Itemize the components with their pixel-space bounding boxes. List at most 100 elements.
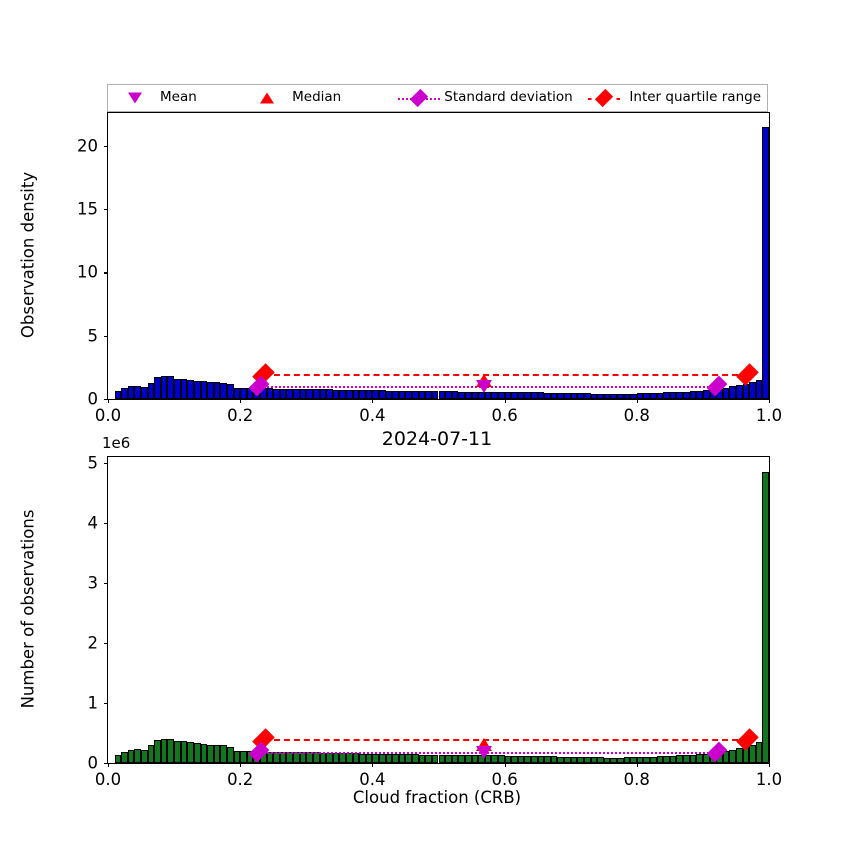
histogram-bar bbox=[147, 382, 155, 399]
histogram-bar bbox=[207, 381, 214, 399]
mean-marker-glyph bbox=[476, 380, 493, 394]
histogram-bar bbox=[352, 753, 360, 763]
histogram-bar bbox=[345, 389, 353, 399]
x-tick-label: 0.6 bbox=[491, 406, 518, 425]
page-title: 2024-07-11 bbox=[381, 428, 493, 450]
histogram-bar bbox=[650, 392, 657, 399]
histogram-bar bbox=[497, 755, 505, 763]
histogram-bar bbox=[643, 756, 651, 763]
histogram-bar bbox=[379, 390, 386, 399]
histogram-bar bbox=[200, 381, 208, 399]
histogram-bar bbox=[597, 757, 604, 763]
histogram-bar bbox=[623, 757, 631, 763]
y-tick-label: 15 bbox=[77, 199, 98, 219]
legend-label: Inter quartile range bbox=[629, 89, 761, 106]
histogram-bar bbox=[326, 389, 333, 399]
histogram-bar bbox=[656, 392, 664, 399]
mean-marker-glyph bbox=[476, 745, 493, 759]
histogram-bar bbox=[379, 753, 386, 763]
histogram-bar bbox=[127, 386, 135, 399]
histogram-bar bbox=[418, 391, 426, 399]
histogram-bar bbox=[154, 739, 161, 763]
histogram-bar bbox=[240, 751, 247, 763]
histogram-bar bbox=[431, 391, 439, 399]
histogram-bar bbox=[537, 755, 545, 763]
x-tick bbox=[769, 399, 771, 403]
histogram-bar bbox=[749, 381, 756, 399]
inter-quartile-range-line bbox=[263, 739, 748, 741]
histogram-bar bbox=[213, 382, 221, 399]
x-tick bbox=[108, 763, 110, 767]
histogram-bar bbox=[656, 756, 664, 763]
y-tick bbox=[104, 272, 108, 274]
diamond-icon bbox=[595, 88, 614, 108]
diamond-icon bbox=[410, 88, 429, 108]
legend-entry-inter-quartile-range[interactable]: Inter quartile range bbox=[582, 85, 761, 111]
y-tick bbox=[104, 463, 108, 465]
histogram-bar bbox=[438, 391, 446, 399]
histogram-bar bbox=[610, 393, 617, 399]
histogram-bar bbox=[550, 756, 558, 763]
histogram-bar bbox=[722, 387, 730, 399]
y-tick bbox=[104, 399, 108, 401]
histogram-bar bbox=[226, 746, 234, 763]
histogram-bar bbox=[511, 755, 518, 763]
histogram-bar bbox=[577, 756, 584, 763]
legend-entry-standard-deviation[interactable]: Standard deviation bbox=[398, 85, 583, 111]
bottom-x-axis-label: Cloud fraction (CRB) bbox=[352, 788, 522, 807]
histogram-bar bbox=[537, 392, 545, 399]
triangle-up-icon bbox=[260, 92, 275, 104]
histogram-bar bbox=[319, 389, 327, 399]
histogram-bar bbox=[385, 754, 393, 763]
histogram-bar bbox=[702, 753, 710, 763]
histogram-bar bbox=[451, 754, 459, 763]
histogram-bar bbox=[550, 392, 558, 399]
y-tick-label: 1 bbox=[87, 693, 99, 713]
histogram-bar bbox=[286, 752, 294, 763]
y-tick-label: 2 bbox=[87, 633, 99, 653]
y-tick-label: 4 bbox=[87, 513, 99, 533]
histogram-bar bbox=[755, 379, 763, 399]
histogram-bar bbox=[544, 392, 551, 399]
bottom-y-axis-label: Number of observations bbox=[18, 509, 38, 709]
histogram-bar bbox=[240, 387, 247, 399]
x-tick-label: 0.8 bbox=[623, 406, 650, 425]
histogram-bar bbox=[127, 749, 135, 763]
histogram-bar bbox=[121, 388, 128, 399]
histogram-bar bbox=[326, 752, 333, 763]
histogram-bar bbox=[372, 753, 379, 763]
histogram-bar bbox=[735, 748, 743, 763]
histogram-bar bbox=[583, 393, 591, 399]
histogram-bar bbox=[742, 383, 750, 399]
histogram-bar bbox=[616, 393, 624, 399]
x-tick bbox=[504, 399, 506, 403]
histogram-bar bbox=[134, 748, 142, 763]
legend-label: Median bbox=[292, 89, 342, 106]
legend-entry-median[interactable]: Median bbox=[246, 85, 398, 111]
y-tick-label: 10 bbox=[77, 262, 98, 282]
histogram-bar bbox=[187, 742, 194, 763]
histogram-bar bbox=[458, 755, 465, 763]
histogram-bar bbox=[293, 752, 300, 763]
x-tick-label: 0.4 bbox=[359, 406, 386, 425]
histogram-bar bbox=[412, 754, 419, 763]
histogram-bar bbox=[352, 389, 360, 399]
x-tick bbox=[240, 399, 242, 403]
histogram-bar bbox=[345, 753, 353, 763]
histogram-bar bbox=[398, 754, 406, 763]
diamond-marker bbox=[398, 88, 441, 108]
histogram-bar bbox=[531, 392, 538, 399]
legend-entry-mean[interactable]: Mean bbox=[114, 85, 246, 111]
histogram-bar bbox=[729, 749, 736, 763]
y-tick bbox=[104, 703, 108, 705]
x-tick bbox=[504, 763, 506, 767]
histogram-bar bbox=[696, 390, 703, 399]
histogram-bar bbox=[531, 755, 538, 763]
histogram-bar bbox=[200, 744, 208, 763]
histogram-bar bbox=[451, 391, 459, 399]
y-tick bbox=[104, 209, 108, 211]
histogram-bar bbox=[491, 755, 498, 763]
histogram-bar bbox=[669, 392, 677, 399]
histogram-bar bbox=[312, 389, 320, 399]
